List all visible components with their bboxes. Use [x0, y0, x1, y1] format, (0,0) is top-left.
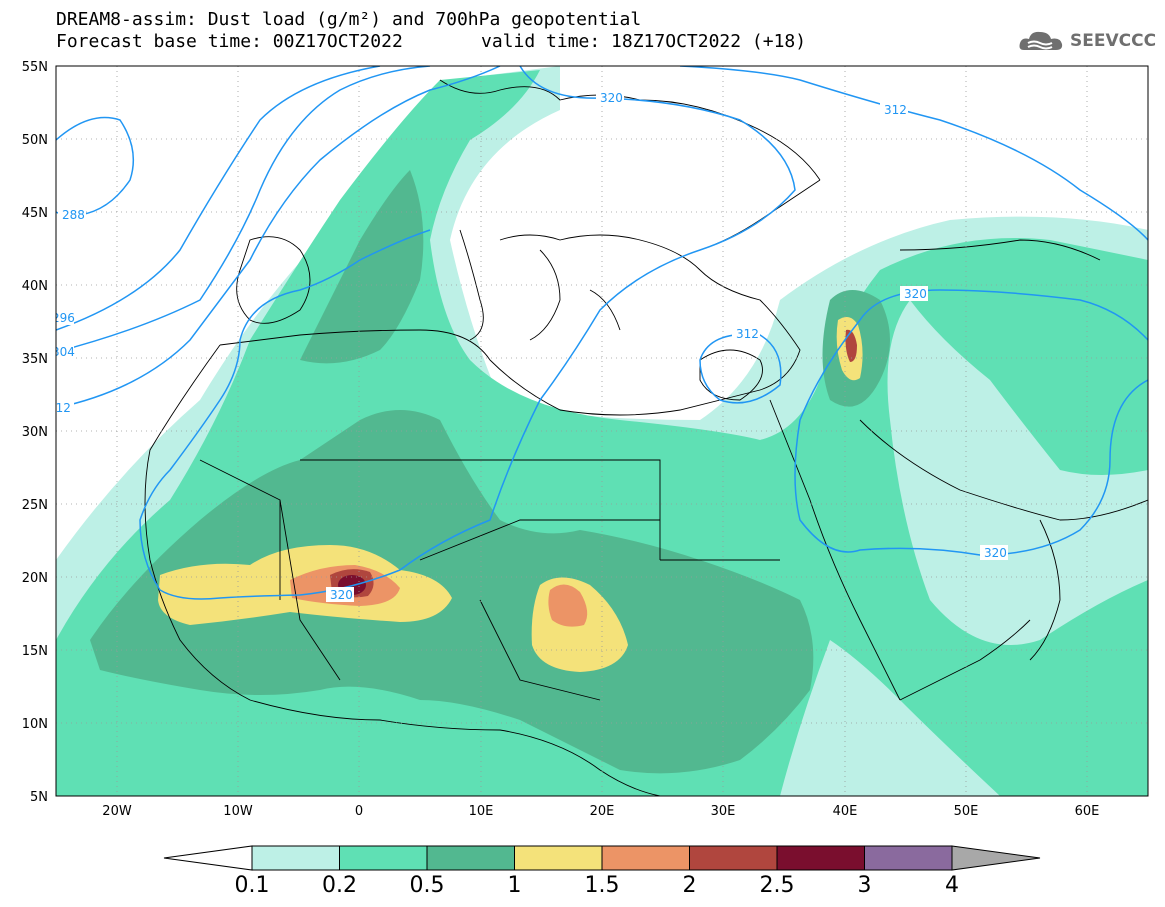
valid-time: valid time: 18Z17OCT2022 (+18): [481, 31, 807, 52]
contour-label: 320: [600, 91, 623, 105]
contour-label: 312: [884, 103, 907, 117]
lat-label: 35N: [22, 352, 48, 367]
colorbar-label: 1.5: [585, 873, 620, 898]
map-title: DREAM8-assim: Dust load (g/m²) and 700hP…: [56, 9, 642, 30]
dust-band-1.5-chad: [548, 584, 588, 627]
lon-label: 0: [355, 804, 363, 819]
dust-band-0.5-north: [300, 170, 424, 364]
longitude-axis: 20W 10W 0 10E 20E 30E 40E 50E 60E: [102, 804, 1099, 819]
lon-label: 10W: [223, 804, 253, 819]
colorbar-label: 2: [683, 873, 697, 898]
colorbar-label: 0.5: [410, 873, 445, 898]
colorbar-swatch: [251, 845, 340, 871]
forecast-base-time: Forecast base time: 00Z17OCT2022: [56, 31, 403, 52]
contour-304: [56, 66, 431, 353]
seevccc-logo: SEEVCCC: [1018, 26, 1156, 56]
lat-label: 20N: [22, 571, 48, 586]
colorbar-label: 2.5: [760, 873, 795, 898]
geopotential-contours: [56, 66, 1148, 600]
contour-label: 288: [62, 208, 85, 222]
colorbar-label: 3: [858, 873, 872, 898]
lat-label: 15N: [22, 644, 48, 659]
colorbar-label: 0.2: [322, 873, 357, 898]
contour-label: 304: [52, 345, 75, 359]
colorbar-swatch: [514, 845, 603, 871]
lon-label: 20E: [590, 804, 615, 819]
colorbar-swatch: [864, 845, 953, 871]
colorbar-labels: 0.1 0.2 0.5 1 1.5 2 2.5 3 4: [235, 873, 960, 898]
lon-label: 60E: [1075, 804, 1100, 819]
colorbar-swatch: [339, 845, 428, 871]
colorbar-swatch: [776, 845, 865, 871]
lon-label: 30E: [711, 804, 736, 819]
contour-296: [56, 66, 381, 331]
lat-label: 50N: [22, 133, 48, 148]
dust-band-2-syria: [845, 329, 857, 362]
contour-label: 312: [736, 327, 759, 341]
contour-label: 312: [48, 401, 71, 415]
contour-labels: 320 312 288 296 304 312 320 320 312 320: [48, 90, 1008, 602]
colorbar-swatch: [601, 845, 690, 871]
colorbar-over-triangle: [951, 845, 1041, 871]
coastlines: [144, 79, 1148, 796]
colorbar-label: 0.1: [235, 873, 270, 898]
colorbar-swatch: [689, 845, 778, 871]
lon-label: 10E: [469, 804, 494, 819]
latitude-axis: 55N 50N 45N 40N 35N 30N 25N 20N 15N 10N …: [22, 60, 48, 805]
contour-label: 296: [52, 311, 75, 325]
lat-label: 10N: [22, 717, 48, 732]
logo-text: SEEVCCC: [1070, 31, 1157, 51]
colorbar-swatch: [426, 845, 515, 871]
lat-label: 40N: [22, 279, 48, 294]
lat-lon-grid: [56, 66, 1148, 796]
cloud-logo-icon: [1019, 31, 1063, 50]
colorbar-label: 1: [508, 873, 522, 898]
lat-label: 5N: [30, 790, 48, 805]
lat-label: 30N: [22, 425, 48, 440]
contour-312-loop: [699, 333, 782, 404]
dust-band-0.5: [90, 410, 814, 774]
lat-label: 25N: [22, 498, 48, 513]
lon-label: 40E: [833, 804, 858, 819]
lat-label: 55N: [22, 60, 48, 75]
contour-320-north: [139, 66, 796, 600]
lon-label: 50E: [954, 804, 979, 819]
contour-label: 320: [904, 287, 927, 301]
contour-label: 320: [330, 588, 353, 602]
contour-label: 320: [984, 546, 1007, 560]
map-frame: [55, 65, 1149, 797]
map-plot-area: 320 312 288 296 304 312 320 320 312 320: [48, 66, 1148, 796]
lat-label: 45N: [22, 206, 48, 221]
lon-label: 20W: [102, 804, 132, 819]
colorbar: 0.1 0.2 0.5 1 1.5 2 2.5 3 4: [163, 845, 1041, 898]
colorbar-under-triangle: [163, 845, 253, 871]
colorbar-swatches: [251, 845, 953, 871]
colorbar-label: 4: [945, 873, 959, 898]
contour-320-east: [794, 289, 1148, 556]
contour-312-east: [679, 66, 1148, 241]
contour-312-west: [56, 66, 501, 409]
